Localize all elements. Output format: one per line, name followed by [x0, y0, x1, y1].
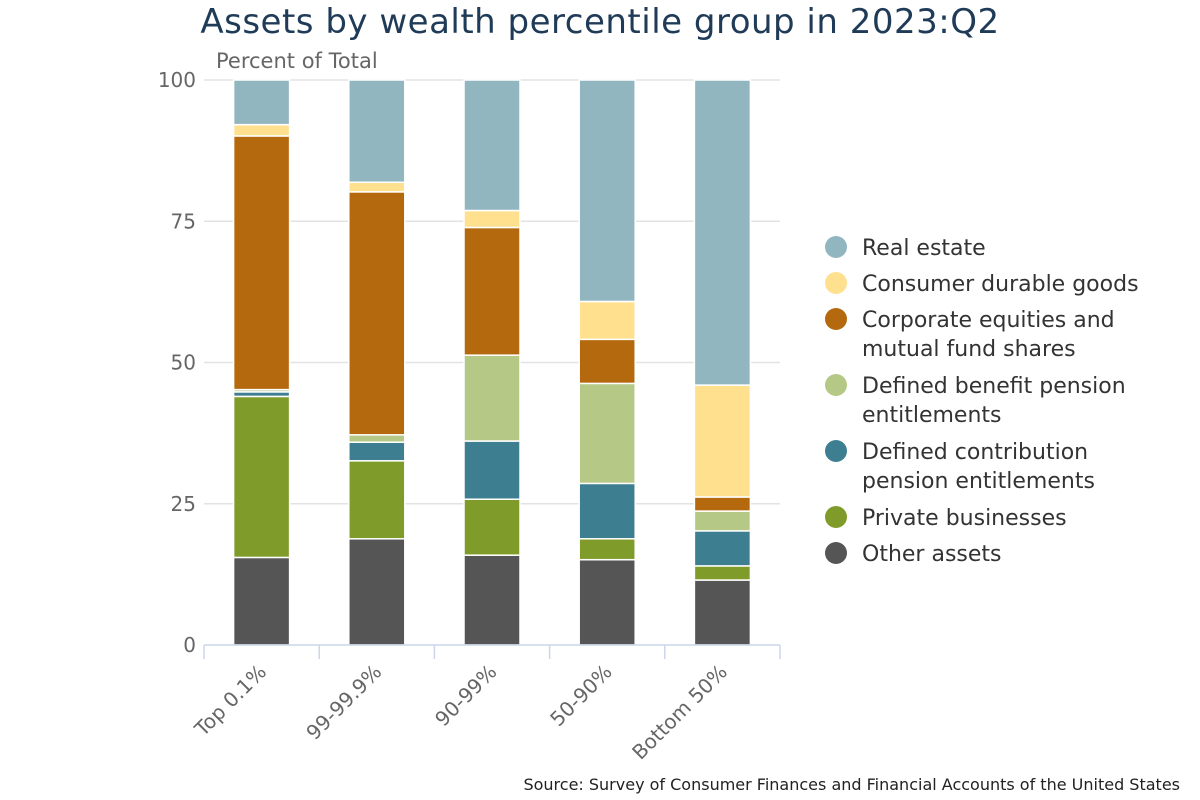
bar-segment[interactable]	[232, 135, 291, 391]
bar-segment[interactable]	[693, 496, 752, 512]
legend-label: Defined benefit pension	[862, 374, 1126, 399]
x-tick-label: Bottom 50%	[627, 660, 732, 765]
bar-segment[interactable]	[578, 558, 636, 646]
bar-segment[interactable]	[578, 338, 636, 385]
bar-segment[interactable]	[463, 354, 521, 442]
source-note: Source: Survey of Consumer Finances and …	[523, 775, 1180, 794]
legend-item[interactable]: Corporate equities and mutual fund shares	[825, 308, 1115, 362]
legend-marker	[825, 506, 847, 528]
legend-item[interactable]: Defined benefit pension entitlements	[825, 374, 1126, 428]
y-axis-label: Percent of Total	[216, 49, 378, 73]
legend-label: Consumer durable goods	[862, 272, 1139, 297]
legend-label: Real estate	[862, 236, 986, 261]
legend-label: Corporate equities and	[862, 308, 1115, 333]
legend-label: entitlements	[862, 403, 1002, 428]
bar-segment[interactable]	[348, 441, 406, 462]
bar-segment[interactable]	[232, 395, 291, 559]
legend-label: pension entitlements	[862, 469, 1095, 494]
legend-label: Defined contribution	[862, 440, 1088, 465]
bar-segment[interactable]	[578, 79, 636, 303]
legend-marker	[825, 374, 847, 396]
bar-segment[interactable]	[693, 79, 752, 386]
x-tick-label: 90-99%	[430, 660, 502, 732]
y-tick-label: 100	[158, 68, 196, 92]
legend-marker	[825, 272, 847, 294]
bar-segment[interactable]	[232, 79, 291, 126]
bar-segment[interactable]	[463, 226, 521, 356]
bar-segment[interactable]	[463, 209, 521, 229]
bar-segment[interactable]	[693, 384, 752, 498]
bar-segment[interactable]	[693, 565, 752, 581]
legend-label: Private businesses	[862, 506, 1067, 531]
legend-label: Other assets	[862, 542, 1002, 567]
legend-item[interactable]: Consumer durable goods	[825, 272, 1139, 297]
bar-segment[interactable]	[693, 530, 752, 567]
legend-marker	[825, 236, 847, 258]
bar-segment[interactable]	[232, 556, 291, 646]
x-tick-label: 50-90%	[545, 660, 617, 732]
bar-segment[interactable]	[348, 434, 406, 443]
bar-segment[interactable]	[348, 538, 406, 646]
y-tick-label: 25	[171, 492, 196, 516]
legend-marker	[825, 440, 847, 462]
legend-marker	[825, 308, 847, 330]
bar-segment[interactable]	[578, 300, 636, 341]
legend-item[interactable]: Defined contribution pension entitlements	[825, 440, 1095, 494]
bar-segment[interactable]	[578, 482, 636, 540]
bar-segment[interactable]	[232, 123, 291, 137]
bar-segment[interactable]	[578, 538, 636, 561]
chart-title: Assets by wealth percentile group in 202…	[200, 2, 1000, 42]
bar-segment[interactable]	[348, 181, 406, 193]
bars	[232, 79, 752, 646]
bar-segment[interactable]	[348, 460, 406, 540]
bar-segment[interactable]	[693, 579, 752, 646]
legend-label: mutual fund shares	[862, 337, 1076, 362]
bar-segment[interactable]	[463, 554, 521, 646]
bar-segment[interactable]	[463, 440, 521, 500]
y-tick-label: 0	[183, 633, 196, 657]
y-tick-label: 50	[171, 351, 196, 375]
legend-item[interactable]: Private businesses	[825, 506, 1067, 531]
bar-segment[interactable]	[348, 191, 406, 436]
legend: Real estate Consumer durable goods Corpora…	[825, 236, 1139, 567]
bar-segment[interactable]	[693, 510, 752, 532]
x-tick-label: 99-99.9%	[301, 660, 386, 745]
x-tick-label: Top 0.1%	[189, 660, 271, 742]
y-tick-label: 75	[171, 209, 196, 233]
bar-segment[interactable]	[578, 382, 636, 485]
legend-marker	[825, 542, 847, 564]
bar-segment[interactable]	[348, 79, 406, 184]
legend-item[interactable]: Real estate	[825, 236, 986, 261]
bar-segment[interactable]	[463, 498, 521, 556]
bar-segment[interactable]	[463, 79, 521, 212]
legend-item[interactable]: Other assets	[825, 542, 1002, 567]
